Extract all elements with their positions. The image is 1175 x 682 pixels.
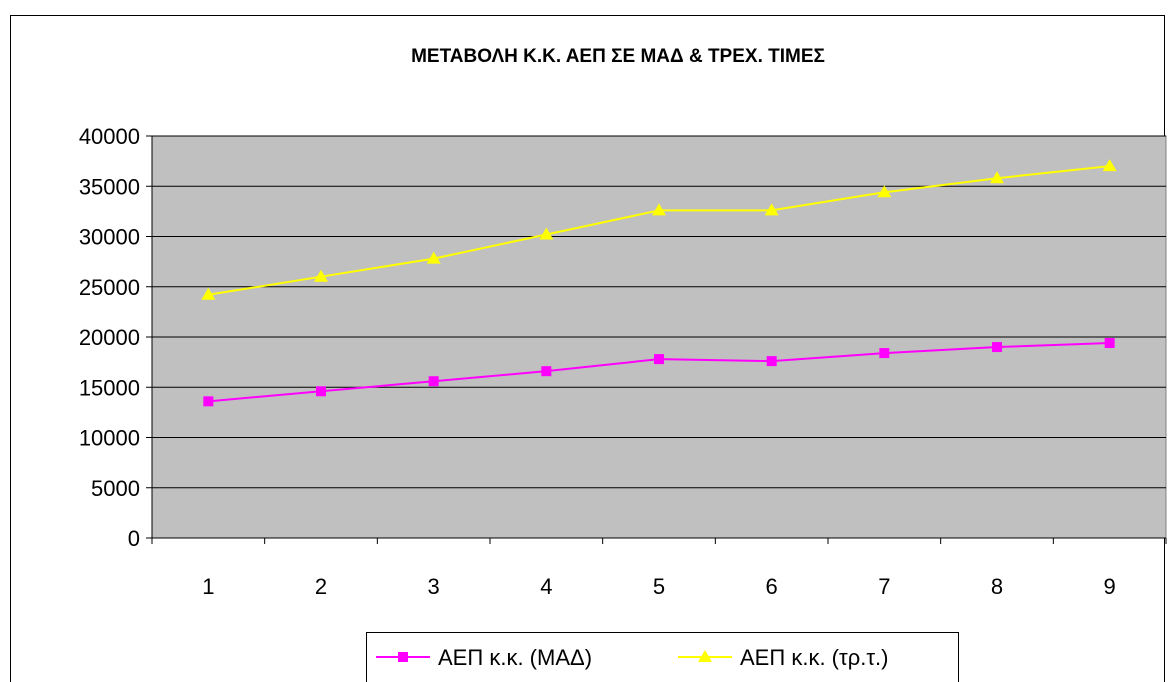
legend-marker-1 [398, 652, 408, 662]
x-tick-label: 6 [766, 574, 778, 599]
x-tick-label: 1 [202, 574, 214, 599]
x-tick-label: 9 [1104, 574, 1116, 599]
x-tick-label: 8 [991, 574, 1003, 599]
legend-label-1: ΑΕΠ κ.κ. (ΜΑΔ) [438, 645, 592, 670]
x-tick-label: 2 [315, 574, 327, 599]
data-point [654, 354, 664, 365]
data-point [652, 203, 666, 216]
data-point [316, 386, 326, 397]
y-tick-label: 15000 [79, 375, 140, 400]
x-tick-label: 4 [540, 574, 552, 599]
y-tick-label: 40000 [79, 124, 140, 149]
y-tick-label: 25000 [79, 275, 140, 300]
y-tick-label: 0 [128, 526, 140, 551]
x-tick-label: 3 [428, 574, 440, 599]
plot-area: 0 5000 10000 15000 20000 25000 30000 35000 40000… [79, 124, 1167, 599]
legend-label-2: ΑΕΠ κ.κ. (τρ.τ.) [740, 645, 888, 670]
data-point [541, 366, 552, 377]
data-point [426, 251, 441, 264]
legend-marker-2 [698, 650, 712, 662]
y-tick-label: 5000 [91, 476, 140, 501]
y-tick-label: 30000 [79, 225, 140, 250]
legend-box [366, 632, 959, 682]
data-point [201, 287, 216, 300]
data-point [877, 185, 892, 198]
data-point [1102, 159, 1117, 172]
y-tick-label: 20000 [79, 325, 140, 350]
y-tick-label: 35000 [79, 174, 140, 199]
y-tick-label: 10000 [79, 426, 140, 451]
data-point [203, 396, 214, 407]
data-point [428, 376, 439, 387]
x-tick-label: 7 [878, 574, 890, 599]
data-point [764, 203, 779, 216]
data-point [992, 342, 1002, 353]
data-point [879, 348, 890, 359]
data-point [1104, 338, 1115, 349]
data-point [990, 171, 1004, 184]
data-point [539, 227, 554, 240]
x-tick-label: 5 [653, 574, 665, 599]
data-point [766, 356, 777, 367]
data-point [314, 269, 328, 282]
chart-title: ΜΕΤΑΒΟΛΗ Κ.Κ. ΑΕΠ ΣΕ ΜΑΔ & ΤΡΕΧ. ΤΙΜΕΣ [411, 46, 825, 67]
legend: ΑΕΠ κ.κ. (ΜΑΔ) ΑΕΠ κ.κ. (τρ.τ.) [366, 632, 959, 682]
